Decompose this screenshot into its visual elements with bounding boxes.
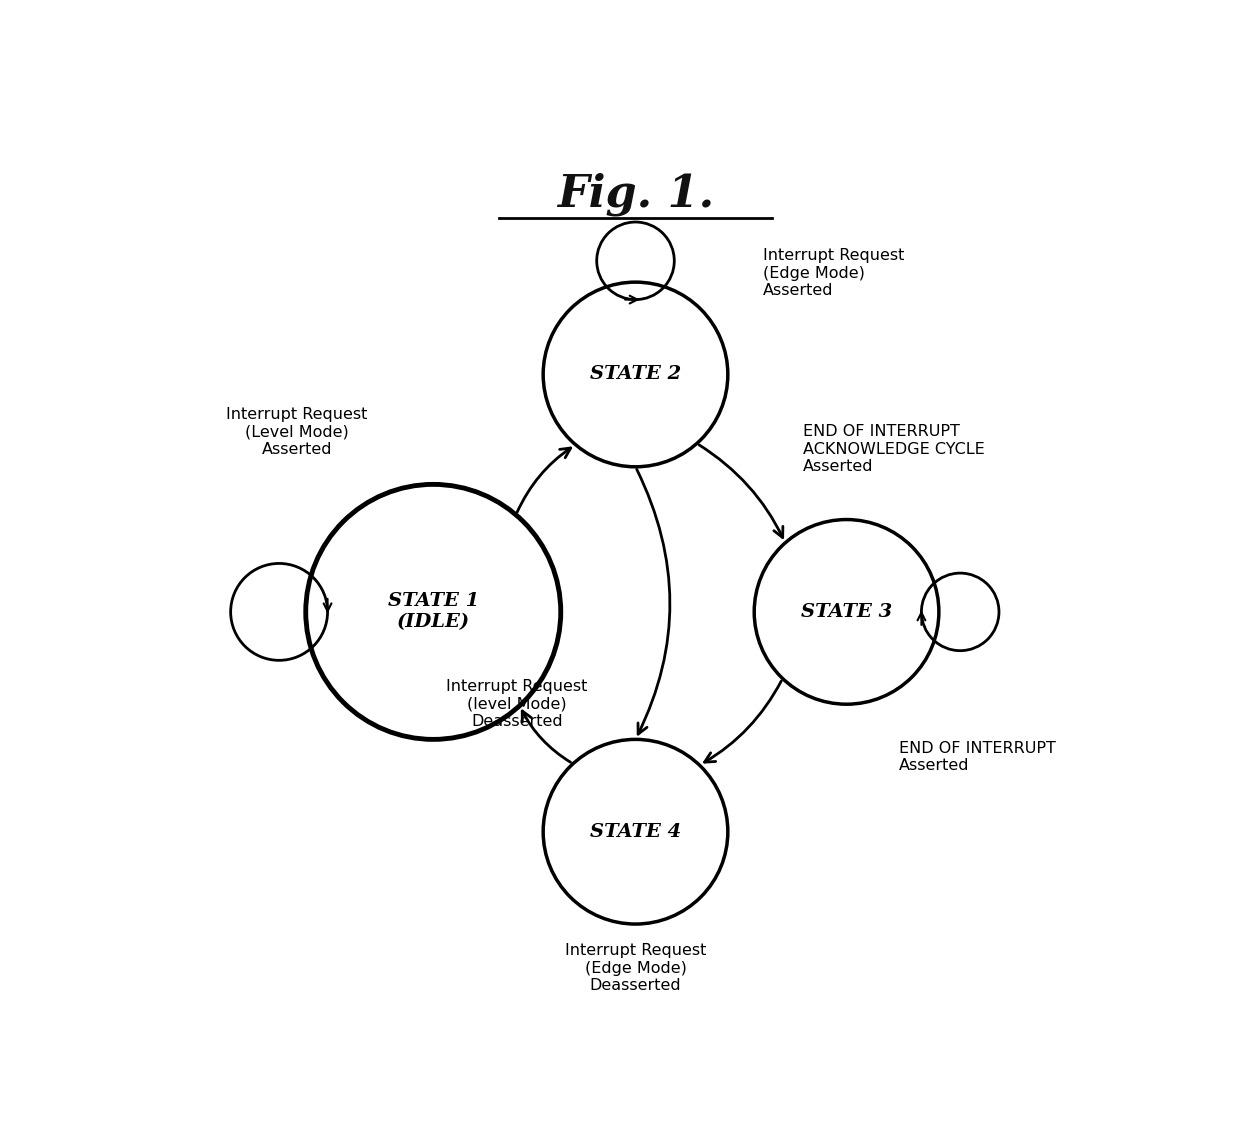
Text: STATE 3: STATE 3 <box>801 603 892 621</box>
Text: STATE 2: STATE 2 <box>590 365 681 384</box>
Circle shape <box>543 739 728 924</box>
Text: Interrupt Request
(Edge Mode)
Deasserted: Interrupt Request (Edge Mode) Deasserted <box>564 943 707 992</box>
Text: END OF INTERRUPT
ACKNOWLEDGE CYCLE
Asserted: END OF INTERRUPT ACKNOWLEDGE CYCLE Asser… <box>802 425 985 474</box>
Circle shape <box>306 484 560 739</box>
Text: END OF INTERRUPT
Asserted: END OF INTERRUPT Asserted <box>899 741 1056 773</box>
Text: Interrupt Request
(Edge Mode)
Asserted: Interrupt Request (Edge Mode) Asserted <box>763 249 904 298</box>
Text: Interrupt Request
(Level Mode)
Asserted: Interrupt Request (Level Mode) Asserted <box>226 407 367 457</box>
Text: STATE 4: STATE 4 <box>590 822 681 841</box>
Text: Fig. 1.: Fig. 1. <box>557 172 714 216</box>
Text: STATE 1
(IDLE): STATE 1 (IDLE) <box>388 593 479 632</box>
Circle shape <box>543 282 728 467</box>
Circle shape <box>754 520 939 705</box>
Text: Interrupt Request
(level Mode)
Deasserted: Interrupt Request (level Mode) Deasserte… <box>446 679 588 729</box>
